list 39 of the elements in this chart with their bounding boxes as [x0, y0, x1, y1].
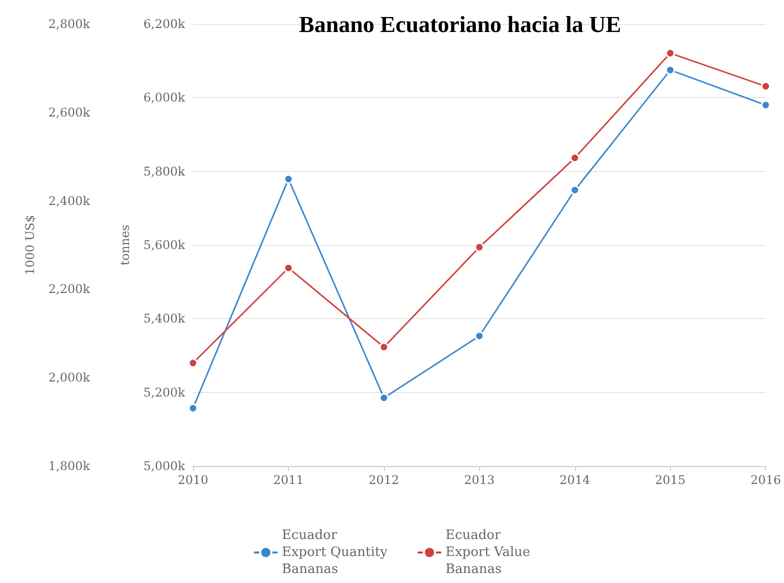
- x-tick-label: 2010: [178, 473, 208, 487]
- y2-tick-label: 2,800k: [48, 17, 91, 31]
- point: [666, 65, 676, 75]
- y2-axis-title: 1000 US$: [23, 214, 37, 276]
- point: [474, 242, 484, 252]
- y2-tick-label: 2,000k: [48, 370, 91, 385]
- point: [379, 342, 389, 352]
- y-tick-label: 5,400k: [143, 312, 186, 326]
- y-tick-label: 6,200k: [143, 17, 186, 31]
- point: [284, 174, 294, 184]
- point: [474, 331, 484, 341]
- point: [188, 358, 198, 368]
- x-tick-label: 2011: [273, 473, 304, 487]
- point: [379, 393, 389, 403]
- y-tick-label: 5,600k: [143, 238, 186, 252]
- y-tick-label: 5,200k: [143, 385, 186, 400]
- point: [284, 263, 294, 273]
- y2-tick-label: 2,400k: [48, 194, 91, 208]
- x-tick-label: 2015: [655, 473, 686, 487]
- y-tick-label: 5,000k: [143, 459, 186, 473]
- point: [760, 100, 770, 110]
- legend-label: Ecuador Export Value Bananas: [445, 528, 530, 577]
- point: [188, 403, 198, 413]
- y-axis-title: tonnes: [118, 224, 132, 266]
- x-tick-label: 2013: [464, 473, 495, 487]
- y2-tick-label: 2,200k: [48, 282, 91, 296]
- y-tick-label: 6,000k: [143, 90, 186, 105]
- chart-title: Banano Ecuatoriano hacia la UE: [298, 12, 622, 37]
- x-tick-label: 2012: [368, 473, 400, 487]
- point: [666, 48, 676, 58]
- x-tick-label: 2016: [750, 473, 782, 487]
- point: [760, 82, 770, 92]
- y2-tick-label: 2,600k: [48, 105, 91, 120]
- point: [570, 185, 580, 195]
- point: [570, 153, 580, 163]
- y-tick-label: 5,800k: [143, 164, 186, 178]
- x-tick-label: 2014: [560, 473, 590, 487]
- y2-tick-label: 1,800k: [48, 459, 91, 473]
- legend-label: Ecuador Export Quantity Bananas: [282, 528, 388, 577]
